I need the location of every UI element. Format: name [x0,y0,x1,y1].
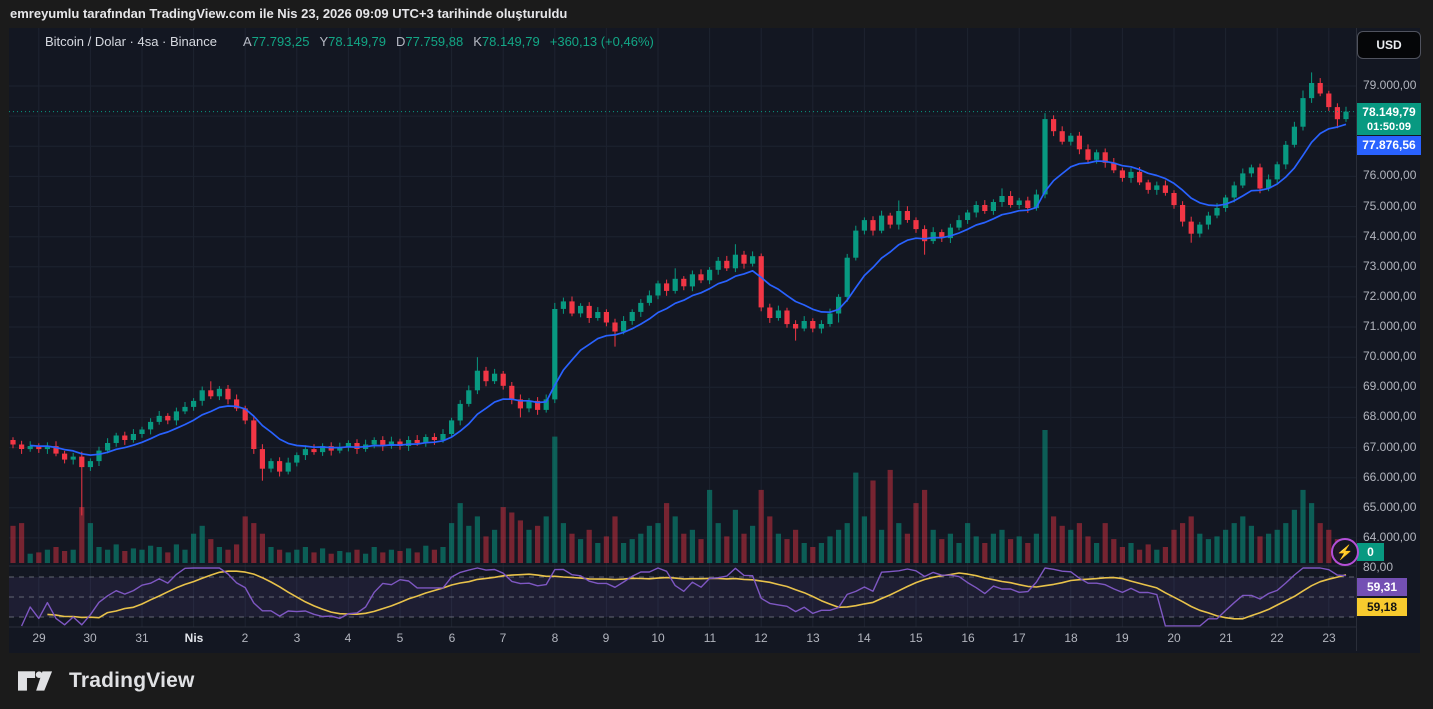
footer-bar: TradingView [0,653,1433,709]
chart-frame-right [1420,28,1433,653]
price-tick-label: 69.000,00 [1363,379,1417,393]
time-axis-label: 29 [32,631,46,645]
close-label: K [473,34,482,49]
time-axis-label: 30 [83,631,97,645]
rsi-scale-label: 80,00 [1363,560,1394,574]
price-tick-label: 67.000,00 [1363,440,1417,454]
price-tick-label: 71.000,00 [1363,319,1417,333]
grid-lines [9,28,1356,627]
time-axis-label: 9 [602,631,610,645]
price-tick-label: 72.000,00 [1363,289,1417,303]
rsi-line [20,567,1347,627]
time-axis-label: 18 [1064,631,1078,645]
price-tick-label: 79.000,00 [1363,78,1417,92]
bar-countdown: 01:50:09 [1366,121,1412,133]
volume-series [10,430,1349,564]
time-axis-label: 23 [1322,631,1336,645]
time-axis-label: 13 [806,631,820,645]
candlestick-series [10,72,1349,516]
close-value: 78.149,79 [481,34,540,49]
time-axis-label: 2 [241,631,249,645]
rsi-pane-background [9,576,1356,618]
rsi-value-badge: 59,31 [1357,578,1407,596]
rsi-ma-value-badge: 59,18 [1357,598,1407,616]
price-tick-label: 73.000,00 [1363,259,1417,273]
tradingview-brand-text[interactable]: TradingView [69,669,195,692]
time-axis-label: Nis [184,631,204,645]
time-axis-label: 20 [1167,631,1181,645]
time-axis-label: 19 [1115,631,1129,645]
time-axis-label: 31 [135,631,149,645]
price-tick-label: 75.000,00 [1363,199,1417,213]
high-label: Y [319,34,329,49]
time-axis-label: 22 [1270,631,1284,645]
price-tick-label: 66.000,00 [1363,470,1417,484]
time-axis-label: 8 [551,631,559,645]
time-axis-label: 10 [651,631,665,645]
time-axis-label: 5 [396,631,404,645]
time-axis[interactable]: 29 30 31 Nis 2 3 4 5 6 7 8 9 10 11 12 13 14 15 16 17 18 19 20 2… [9,629,1356,651]
symbol-header: Bitcoin / Dolar · 4sa · Binance A77.793,2… [45,34,654,49]
open-value: 77.793,25 [251,34,310,49]
low-label: D [396,34,406,49]
open-label: A [242,34,252,49]
price-axis[interactable]: 78.149,79 01:50:09 77.876,56 0 80,00 59,… [1356,28,1421,651]
time-axis-label: 7 [499,631,507,645]
ma-value-badge: 77.876,56 [1357,136,1421,155]
ma-line [30,123,1347,456]
time-axis-label: 21 [1219,631,1233,645]
time-axis-label: 12 [754,631,768,645]
currency-toggle-label: USD [1376,38,1402,52]
price-chart-canvas[interactable] [9,28,1356,651]
time-axis-label: 16 [961,631,975,645]
high-value: 78.149,79 [328,34,386,49]
change-value: +360,13 (+0,46%) [549,34,654,49]
time-axis-label: 17 [1012,631,1026,645]
rsi-ma-line [47,570,1347,620]
tradingview-logo-icon[interactable] [18,666,58,696]
attribution-text: emreyumlu tarafından TradingView.com ile… [10,6,568,21]
attribution-bar: emreyumlu tarafından TradingView.com ile… [0,0,1433,28]
volume-value-badge: 0 [1357,543,1384,561]
price-tick-label: 74.000,00 [1363,229,1417,243]
time-axis-label: 4 [344,631,352,645]
price-tick-label: 65.000,00 [1363,500,1417,514]
last-price-value: 78.149,79 [1362,105,1416,119]
time-axis-label: 3 [293,631,301,645]
chart-frame-left [0,28,9,653]
time-axis-label: 14 [857,631,871,645]
low-value: 77.759,88 [405,34,464,49]
time-axis-label: 6 [448,631,456,645]
last-price-badge: 78.149,79 01:50:09 [1357,103,1421,135]
price-tick-label: 70.000,00 [1363,349,1417,363]
price-tick-label: 64.000,00 [1363,530,1417,544]
price-tick-label: 68.000,00 [1363,409,1417,423]
symbol-title[interactable]: Bitcoin / Dolar · 4sa · Binance [45,34,217,49]
price-tick-label: 76.000,00 [1363,168,1417,182]
lightning-icon[interactable]: ⚡ [1331,538,1359,566]
time-axis-label: 11 [703,631,717,645]
time-axis-label: 15 [909,631,923,645]
currency-toggle-button[interactable]: USD [1357,31,1421,59]
